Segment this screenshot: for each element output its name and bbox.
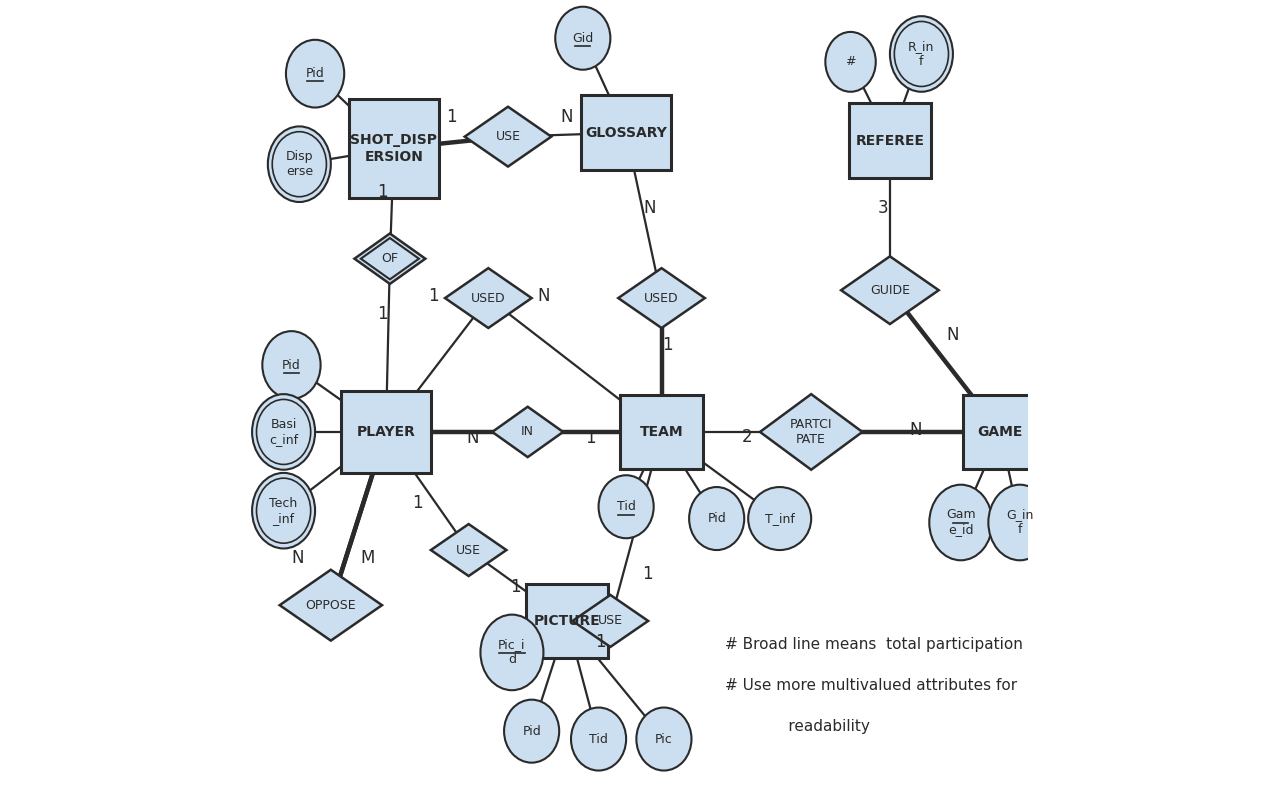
FancyBboxPatch shape — [962, 395, 1037, 469]
Text: 3: 3 — [877, 198, 888, 216]
Text: N: N — [467, 429, 479, 447]
Polygon shape — [573, 595, 648, 647]
Text: PICTURE: PICTURE — [534, 614, 601, 628]
Text: G_in
f: G_in f — [1007, 508, 1033, 537]
Text: USE: USE — [496, 130, 520, 144]
Text: USE: USE — [598, 615, 623, 627]
Text: Gam
e_id: Gam e_id — [946, 508, 975, 537]
Text: Pid: Pid — [522, 725, 541, 737]
Text: Pid: Pid — [708, 512, 727, 525]
Ellipse shape — [929, 485, 993, 561]
Text: Pic_i
d: Pic_i d — [498, 638, 526, 666]
Polygon shape — [280, 569, 382, 641]
Text: USED: USED — [470, 292, 506, 305]
Text: N: N — [292, 549, 304, 567]
Text: GUIDE: GUIDE — [870, 284, 910, 297]
Text: 1: 1 — [446, 108, 456, 126]
Ellipse shape — [262, 331, 321, 399]
Text: GAME: GAME — [978, 425, 1023, 439]
FancyBboxPatch shape — [848, 103, 931, 178]
Text: PLAYER: PLAYER — [356, 425, 416, 439]
Text: N: N — [947, 326, 959, 344]
Text: 1: 1 — [427, 287, 439, 305]
Polygon shape — [355, 233, 425, 284]
Polygon shape — [464, 107, 552, 167]
Text: OF: OF — [382, 252, 398, 265]
Text: IN: IN — [521, 425, 534, 439]
FancyBboxPatch shape — [526, 584, 609, 658]
Text: 2: 2 — [742, 428, 752, 446]
Text: SHOT_DISP
ERSION: SHOT_DISP ERSION — [350, 133, 437, 163]
Ellipse shape — [988, 485, 1051, 561]
Text: Disp
erse: Disp erse — [285, 150, 313, 178]
Text: Gid: Gid — [572, 32, 593, 44]
Text: PARTCI
PATE: PARTCI PATE — [790, 418, 832, 446]
Ellipse shape — [894, 21, 948, 86]
Text: T_inf: T_inf — [765, 512, 795, 525]
Polygon shape — [619, 268, 705, 328]
Ellipse shape — [571, 707, 626, 771]
Ellipse shape — [598, 475, 654, 538]
Text: 1: 1 — [412, 494, 422, 511]
Polygon shape — [431, 524, 506, 576]
FancyBboxPatch shape — [620, 395, 702, 469]
Ellipse shape — [256, 478, 311, 543]
Polygon shape — [492, 407, 563, 457]
Ellipse shape — [748, 487, 812, 550]
Text: Tid: Tid — [616, 500, 635, 513]
Text: REFEREE: REFEREE — [856, 133, 924, 147]
Ellipse shape — [268, 126, 331, 202]
Ellipse shape — [287, 40, 344, 108]
Text: 1: 1 — [642, 565, 653, 583]
Text: 1: 1 — [586, 429, 596, 447]
Text: GLOSSARY: GLOSSARY — [586, 126, 667, 140]
Text: N: N — [643, 198, 656, 216]
Text: M: M — [360, 549, 375, 567]
Text: 1: 1 — [595, 633, 605, 651]
Text: OPPOSE: OPPOSE — [306, 599, 356, 611]
Text: N: N — [560, 108, 573, 126]
Ellipse shape — [481, 615, 544, 690]
Ellipse shape — [890, 16, 954, 92]
Text: USE: USE — [456, 543, 481, 557]
FancyBboxPatch shape — [581, 95, 671, 170]
Text: Tech
_inf: Tech _inf — [270, 496, 298, 525]
Text: R_in
f: R_in f — [908, 40, 935, 68]
Polygon shape — [361, 238, 418, 279]
Text: Basi
c_inf: Basi c_inf — [269, 418, 298, 446]
Ellipse shape — [252, 473, 314, 549]
Polygon shape — [841, 256, 938, 324]
Text: Pic: Pic — [656, 733, 673, 745]
Text: # Broad line means  total participation: # Broad line means total participation — [724, 637, 1022, 652]
Text: N: N — [538, 287, 550, 305]
Text: N: N — [909, 420, 922, 439]
Ellipse shape — [505, 699, 559, 763]
Text: Tid: Tid — [590, 733, 607, 745]
Polygon shape — [445, 268, 531, 328]
Text: #: # — [846, 56, 856, 68]
Text: 1: 1 — [377, 182, 387, 201]
Ellipse shape — [637, 707, 691, 771]
Text: 1: 1 — [511, 578, 521, 596]
Text: # Use more multivalued attributes for: # Use more multivalued attributes for — [724, 678, 1017, 693]
Text: TEAM: TEAM — [640, 425, 683, 439]
Text: 1: 1 — [377, 305, 387, 323]
Text: readability: readability — [724, 719, 870, 734]
Ellipse shape — [689, 487, 744, 550]
Ellipse shape — [252, 394, 314, 469]
Polygon shape — [760, 394, 862, 469]
Ellipse shape — [555, 6, 610, 70]
FancyBboxPatch shape — [341, 391, 431, 473]
Text: USED: USED — [644, 292, 678, 305]
Text: Pid: Pid — [306, 67, 325, 80]
Ellipse shape — [256, 400, 311, 465]
Text: Pid: Pid — [281, 358, 301, 371]
Text: 1: 1 — [663, 336, 673, 354]
Ellipse shape — [825, 32, 876, 92]
FancyBboxPatch shape — [349, 99, 439, 197]
Ellipse shape — [273, 132, 326, 197]
